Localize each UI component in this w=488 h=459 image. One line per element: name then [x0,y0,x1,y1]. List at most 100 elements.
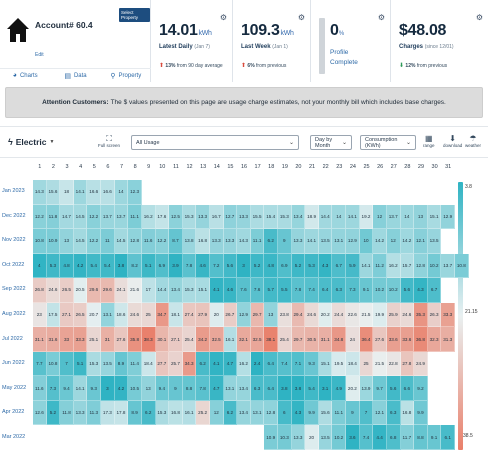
heatmap-cell[interactable]: 11.3 [87,400,102,426]
heatmap-cell[interactable]: 2.4 [250,351,265,377]
heatmap-cell[interactable]: 12.8 [128,229,142,254]
heatmap-cell[interactable]: 15.3 [155,400,170,426]
heatmap-cell[interactable]: 13.7 [441,253,455,279]
heatmap-cell[interactable]: 20.2 [318,302,333,328]
heatmap-cell[interactable]: 4.9 [332,376,347,401]
heatmap-cell[interactable]: 13.4 [237,400,251,426]
heatmap-cell[interactable]: 6.9 [278,253,292,279]
heatmap-cell[interactable]: 13.3 [209,229,224,254]
heatmap-cell[interactable]: 3.8 [114,253,129,279]
heatmap-cell[interactable]: 6.3 [332,278,347,303]
heatmap-cell[interactable]: 33 [60,327,74,352]
heatmap-cell[interactable]: 14.7 [60,204,74,230]
heatmap-cell[interactable]: 18.9 [305,204,319,230]
heatmap-cell[interactable]: 4.1 [209,278,224,303]
heatmap-cell[interactable]: 18.4 [346,351,360,377]
heatmap-cell[interactable]: 6.9 [155,253,170,279]
heatmap-cell[interactable]: 5.4 [87,253,102,279]
month-label[interactable]: Jul 2022 [2,335,23,342]
heatmap-cell[interactable]: 16.8 [400,400,415,426]
heatmap-cell[interactable]: 29.7 [291,327,306,352]
heatmap-cell[interactable]: 6.3 [386,400,401,426]
tab-charts[interactable]: ◕ Charts [0,69,50,82]
heatmap-cell[interactable]: 11 [101,229,115,254]
heatmap-cell[interactable]: 4.6 [223,278,238,303]
heatmap-cell[interactable]: 14.2 [400,229,415,254]
heatmap-cell[interactable]: 13.3 [196,204,210,230]
month-label[interactable]: Jun 2022 [2,360,25,367]
heatmap-cell[interactable]: 27.1 [60,302,74,328]
heatmap-cell[interactable]: 13.7 [386,204,401,230]
heatmap-cell[interactable]: 14.1 [359,253,374,279]
heatmap-cell[interactable]: 6.1 [441,425,455,450]
heatmap-cell[interactable]: 13.9 [359,376,374,401]
heatmap-cell[interactable]: 5.4 [305,376,319,401]
utility-selector[interactable]: ϟ Electric ▼ [8,137,54,147]
heatmap-cell[interactable]: 26.3 [427,302,442,328]
heatmap-cell[interactable]: 23.8 [278,302,292,328]
heatmap-cell[interactable]: 4.7 [209,376,224,401]
heatmap-cell[interactable]: 6.4 [318,278,333,303]
heatmap-cell[interactable]: 10.2 [373,278,387,303]
heatmap-cell[interactable]: 15.4 [264,204,279,230]
heatmap-cell[interactable]: 4.2 [73,253,88,279]
heatmap-cell[interactable]: 7.1 [291,351,306,377]
heatmap-cell[interactable]: 31.1 [33,327,47,352]
weather-button[interactable]: ☂ weather [465,134,481,148]
heatmap-cell[interactable]: 10.8 [33,229,47,254]
heatmap-cell[interactable]: 29.6 [101,278,115,303]
heatmap-cell[interactable]: 6.4 [264,351,279,377]
heatmap-cell[interactable]: 13 [414,204,428,230]
heatmap-cell[interactable]: 6.7 [427,278,442,303]
heatmap-cell[interactable]: 10.2 [332,425,347,450]
heatmap-cell[interactable]: 9.7 [373,376,387,401]
heatmap-cell[interactable]: 14.5 [73,204,88,230]
heatmap-cell[interactable]: 10.2 [427,253,442,279]
heatmap-cell[interactable]: 18 [60,180,74,205]
heatmap-cell[interactable]: 4.7 [223,351,238,377]
heatmap-cell[interactable]: 6 [278,400,292,426]
heatmap-cell[interactable]: 7.8 [182,253,197,279]
heatmap-cell[interactable]: 11.1 [250,229,265,254]
heatmap-cell[interactable]: 6.2 [264,229,279,254]
heatmap-cell[interactable]: 6.2 [141,400,156,426]
heatmap-cell[interactable]: 13.3 [73,400,88,426]
heatmap-cell[interactable]: 31 [101,327,115,352]
heatmap-cell[interactable]: 33.3 [73,327,88,352]
heatmap-cell[interactable]: 5.6 [223,253,238,279]
heatmap-cell[interactable]: 5.9 [346,253,360,279]
heatmap-cell[interactable]: 12.8 [264,400,279,426]
heatmap-cell[interactable]: 7.4 [305,278,319,303]
heatmap-cell[interactable]: 34.7 [155,302,170,328]
month-label[interactable]: Sep 2022 [2,286,26,293]
heatmap-cell[interactable]: 20.2 [346,376,360,401]
heatmap-cell[interactable]: 14.4 [318,204,333,230]
heatmap-cell[interactable]: 11.6 [141,229,156,254]
heatmap-cell[interactable]: 14 [114,180,129,205]
month-label[interactable]: Dec 2022 [2,212,26,219]
heatmap-cell[interactable]: 19.5 [332,351,347,377]
heatmap-cell[interactable]: 14.2 [373,229,387,254]
heatmap-cell[interactable]: 25 [359,351,374,377]
heatmap-cell[interactable]: 34.3 [182,351,197,377]
heatmap-cell[interactable]: 24.1 [114,278,129,303]
heatmap-cell[interactable]: 15.3 [87,351,102,377]
heatmap-cell[interactable]: 20.7 [87,302,102,328]
heatmap-cell[interactable]: 7.7 [33,351,47,377]
heatmap-cell[interactable]: 4.8 [264,253,279,279]
heatmap-cell[interactable]: 10.8 [46,351,61,377]
heatmap-cell[interactable]: 32.3 [427,327,442,352]
heatmap-cell[interactable]: 9 [278,229,292,254]
heatmap-cell[interactable]: 21.5 [373,351,387,377]
heatmap-cell[interactable]: 14.4 [155,278,170,303]
heatmap-cell[interactable]: 12.1 [373,400,387,426]
month-label[interactable]: May 2022 [2,384,27,391]
heatmap-cell[interactable]: 38.3 [141,327,156,352]
heatmap-cell[interactable]: 5.2 [46,400,61,426]
heatmap-cell[interactable]: 35.3 [414,302,428,328]
heatmap-cell[interactable]: 9 [346,400,360,426]
heatmap-cell[interactable]: 7.2 [209,253,224,279]
heatmap-cell[interactable]: 14 [400,204,415,230]
heatmap-cell[interactable]: 32.1 [237,327,251,352]
heatmap-cell[interactable]: 17.6 [155,204,170,230]
